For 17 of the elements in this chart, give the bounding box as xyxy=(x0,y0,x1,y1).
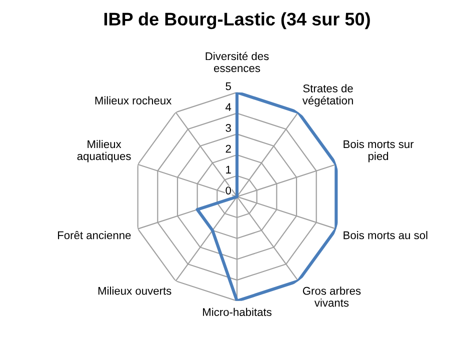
spoke-label: Forêt ancienne xyxy=(58,230,131,240)
spoke-label: Micro-habitats xyxy=(203,308,272,316)
chart-title: IBP de Bourg-Lastic (34 sur 50) xyxy=(104,12,370,30)
spoke-label: Milieux ouverts xyxy=(98,286,172,295)
y-tick-label: 5 xyxy=(226,82,231,90)
y-tick-label: 0 xyxy=(226,186,232,194)
y-tick-label: 1 xyxy=(226,166,231,174)
y-tick-label: 2 xyxy=(226,144,231,153)
spoke-label: Strates de végétation xyxy=(302,84,353,107)
spoke-label: Gros arbres vivants xyxy=(302,286,361,307)
y-tick-label: 3 xyxy=(226,124,231,132)
spoke-label: Bois morts au sol xyxy=(344,231,428,240)
spoke-label: Bois morts sur pied xyxy=(344,140,414,162)
spoke-label: Milieux rocheux xyxy=(95,96,172,104)
spoke-label: Milieux aquatiques xyxy=(77,140,131,162)
y-tick-label: 4 xyxy=(226,103,232,111)
spoke-label: Diversité des essences xyxy=(206,52,269,72)
